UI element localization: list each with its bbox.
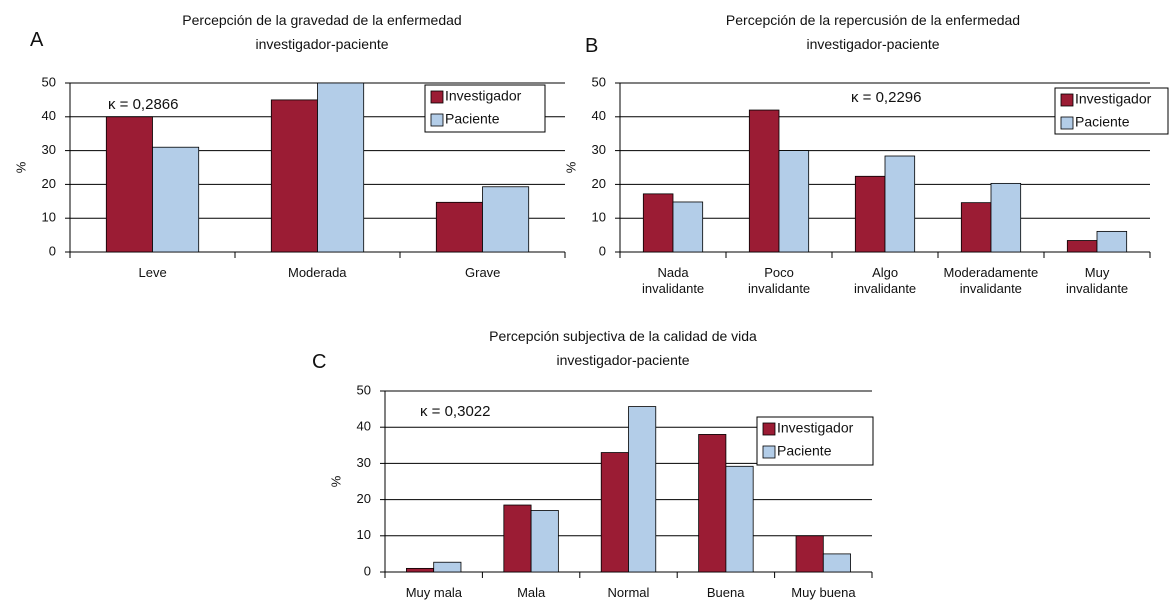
annotation: κ = 0,2296 xyxy=(851,89,921,106)
legend-swatch xyxy=(1060,93,1074,107)
bar xyxy=(642,193,674,253)
bar xyxy=(748,109,780,253)
legend-label: Investigador xyxy=(445,88,522,104)
chart-title: Percepción de la repercusión de la enfer… xyxy=(725,12,1021,28)
x-tick-label: Nada invalidante xyxy=(642,265,705,296)
legend-swatch xyxy=(762,422,776,436)
panel-label: A xyxy=(30,29,44,51)
x-tick-label: Muy buena xyxy=(791,585,856,600)
y-tick-label: 30 xyxy=(592,142,606,157)
bar xyxy=(960,202,992,253)
chart-title: investigador-paciente xyxy=(556,352,690,368)
y-tick-label: 50 xyxy=(592,74,606,89)
annotation: κ = 0,3022 xyxy=(420,403,490,420)
legend-label: Paciente xyxy=(777,443,832,459)
bar xyxy=(503,504,532,573)
bar xyxy=(725,465,754,573)
bar xyxy=(990,182,1022,253)
x-tick-label: Muy invalidante xyxy=(1066,265,1129,296)
x-tick-label: Mala xyxy=(517,585,546,600)
bar xyxy=(270,99,318,253)
y-tick-label: 10 xyxy=(592,210,606,225)
chart-title: investigador-paciente xyxy=(806,36,940,52)
legend-label: Paciente xyxy=(1075,114,1130,130)
x-tick-label: Muy mala xyxy=(405,585,463,600)
bar xyxy=(530,510,559,573)
y-tick-label: 20 xyxy=(592,176,606,191)
x-tick-label: Moderadamente invalidante xyxy=(943,265,1039,296)
y-tick-label: 30 xyxy=(42,142,56,157)
bar xyxy=(105,116,153,253)
legend-swatch xyxy=(430,113,444,127)
y-tick-label: 0 xyxy=(49,243,56,258)
bar xyxy=(1066,240,1098,253)
panel-label: C xyxy=(312,351,327,373)
bar xyxy=(435,201,483,253)
y-tick-label: 50 xyxy=(357,382,371,397)
x-tick-label: Algo invalidante xyxy=(854,265,917,296)
y-tick-label: 20 xyxy=(42,176,56,191)
y-tick-label: 30 xyxy=(357,455,371,470)
x-tick-label: Buena xyxy=(706,585,745,600)
y-axis-label: % xyxy=(563,161,578,173)
x-tick-label: Leve xyxy=(138,265,167,280)
legend-box xyxy=(424,84,546,133)
panel-label: B xyxy=(585,35,599,57)
chart-title: Percepción subjectiva de la calidad de v… xyxy=(489,328,757,344)
legend-label: Investigador xyxy=(777,420,854,436)
bar xyxy=(628,406,657,573)
x-tick-label: Normal xyxy=(607,585,650,600)
legend-swatch xyxy=(430,90,444,104)
legend-swatch xyxy=(1060,116,1074,130)
legend-swatch xyxy=(762,445,776,459)
chart-title: Percepción de la gravedad de la enfermed… xyxy=(182,12,462,28)
bar xyxy=(482,186,530,253)
legend-box xyxy=(756,416,874,466)
y-axis-label: % xyxy=(328,475,343,487)
bar xyxy=(152,146,200,253)
y-tick-label: 20 xyxy=(357,491,371,506)
bar xyxy=(795,535,824,573)
legend-box xyxy=(1054,87,1169,135)
y-tick-label: 40 xyxy=(42,108,56,123)
bar xyxy=(433,561,462,573)
bar xyxy=(600,452,629,573)
bar xyxy=(884,155,916,253)
legend-label: Paciente xyxy=(445,111,500,127)
bar xyxy=(672,201,704,253)
bar xyxy=(406,567,435,573)
x-tick-label: Moderada xyxy=(288,265,347,280)
y-tick-label: 10 xyxy=(42,210,56,225)
y-tick-label: 0 xyxy=(599,243,606,258)
legend-label: Investigador xyxy=(1075,91,1152,107)
chart-title: investigador-paciente xyxy=(255,36,389,52)
y-axis-label: % xyxy=(13,161,28,173)
y-tick-label: 50 xyxy=(42,74,56,89)
x-tick-label: Poco invalidante xyxy=(748,265,811,296)
bar xyxy=(1096,230,1128,253)
y-tick-label: 40 xyxy=(357,419,371,434)
bar xyxy=(822,553,851,573)
bar xyxy=(854,175,886,253)
y-tick-label: 10 xyxy=(357,527,371,542)
y-tick-label: 0 xyxy=(364,563,371,578)
bar xyxy=(698,434,727,573)
x-tick-label: Grave xyxy=(465,265,501,280)
y-tick-label: 40 xyxy=(592,108,606,123)
bar xyxy=(778,150,810,253)
bar xyxy=(317,82,365,253)
annotation: κ = 0,2866 xyxy=(108,96,178,113)
